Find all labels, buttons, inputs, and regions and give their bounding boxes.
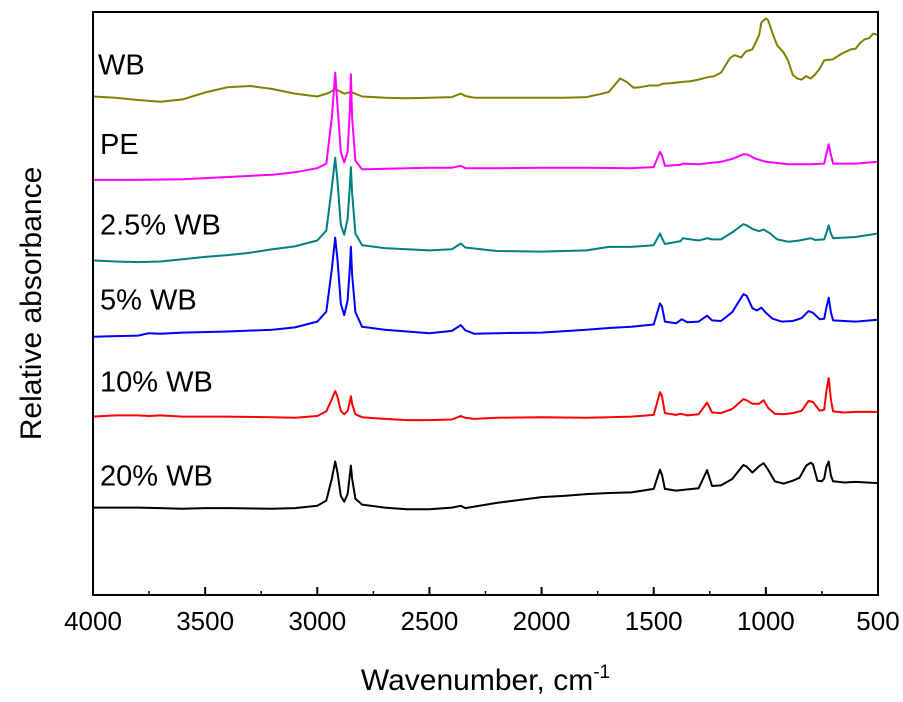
series-label-1: PE <box>100 129 139 161</box>
series-line-0 <box>92 17 879 103</box>
x-tick-label-6: 1000 <box>737 606 795 636</box>
x-axis-ticks: 4000 3500 3000 2500 2000 1500 1000 500 <box>64 587 900 636</box>
series-label-4: 10% WB <box>100 367 213 399</box>
x-tick-label-1: 3500 <box>176 606 234 636</box>
x-tick-label-7: 500 <box>856 606 899 636</box>
series-label-2: 2.5% WB <box>100 209 221 241</box>
series-label-5: 20% WB <box>100 461 213 493</box>
series-group <box>92 17 879 511</box>
series-labels-group: WB PE 2.5% WB 5% WB 10% WB 20% WB <box>98 50 221 493</box>
series-line-1 <box>93 71 879 181</box>
x-tick-label-5: 1500 <box>625 606 683 636</box>
series-line-3 <box>92 236 879 338</box>
x-tick-label-2: 3000 <box>288 606 346 636</box>
x-axis-title: Wavenumber, cm-1 <box>361 662 610 697</box>
x-axis-title-superscript: -1 <box>593 662 610 683</box>
x-tick-label-4: 2000 <box>513 606 571 636</box>
x-tick-label-3: 2500 <box>401 606 459 636</box>
x-axis-title-text: Wavenumber, cm <box>361 664 593 697</box>
series-line-5 <box>93 460 879 511</box>
y-axis-title: Relative absorbance <box>15 167 48 441</box>
series-label-3: 5% WB <box>100 285 197 317</box>
series-line-2 <box>92 156 879 264</box>
series-line-4 <box>92 377 878 422</box>
x-tick-label-0: 4000 <box>64 606 122 636</box>
series-label-0: WB <box>98 50 145 82</box>
